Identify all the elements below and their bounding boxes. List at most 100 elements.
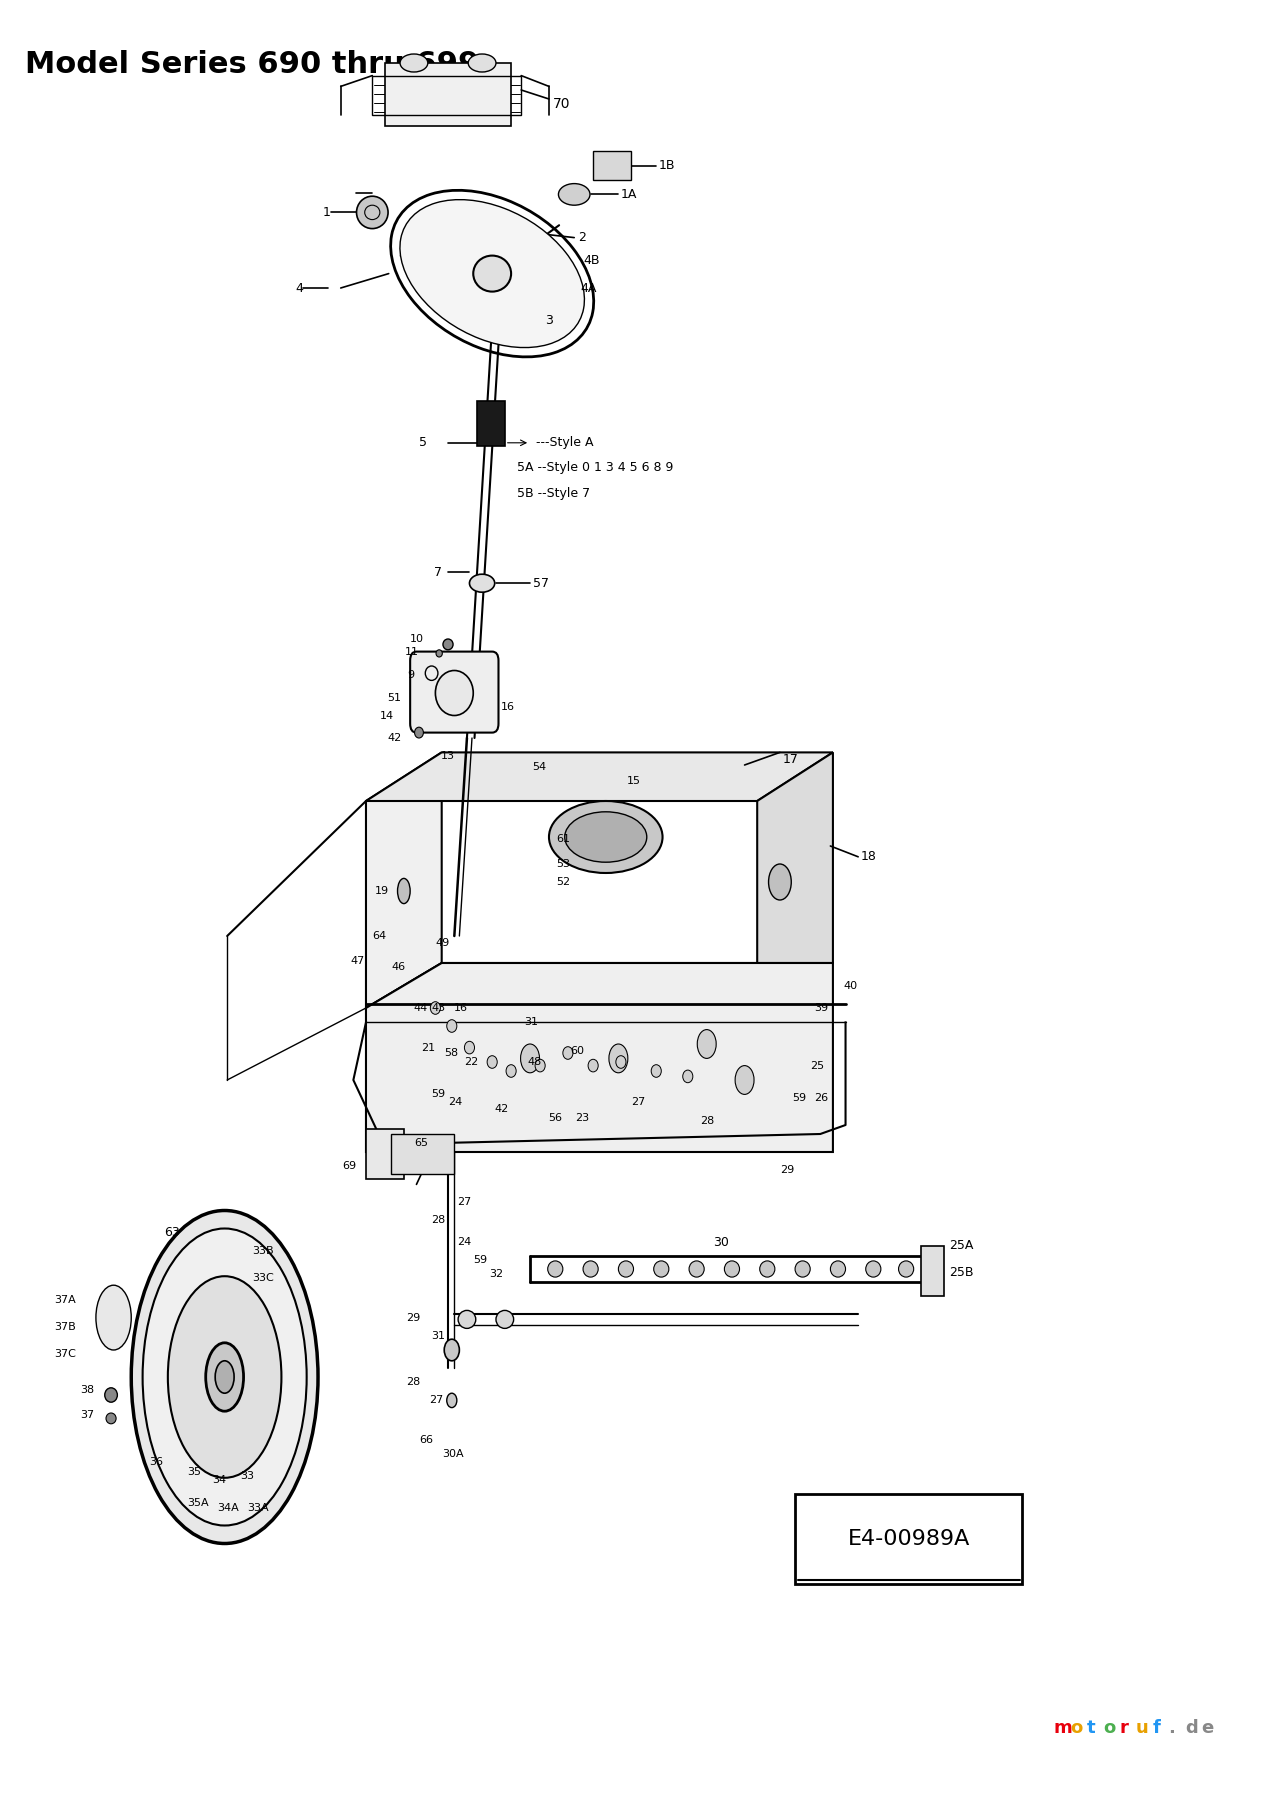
Text: m: m	[1054, 1719, 1073, 1737]
FancyBboxPatch shape	[410, 652, 498, 733]
Ellipse shape	[443, 639, 453, 650]
Text: 22: 22	[464, 1057, 478, 1067]
Text: 17: 17	[782, 752, 799, 767]
Text: 30: 30	[713, 1235, 729, 1249]
Ellipse shape	[651, 1064, 661, 1076]
Ellipse shape	[760, 1260, 775, 1278]
Ellipse shape	[437, 650, 442, 657]
Text: 70: 70	[553, 97, 570, 112]
Ellipse shape	[899, 1260, 914, 1278]
Text: 39: 39	[814, 1003, 828, 1013]
Text: 2: 2	[578, 230, 586, 245]
Ellipse shape	[468, 54, 496, 72]
Text: 9: 9	[406, 670, 414, 680]
Text: 60: 60	[570, 1046, 584, 1057]
Bar	[921, 1246, 944, 1296]
Text: 25A: 25A	[949, 1238, 973, 1253]
Bar	[391, 1134, 454, 1174]
Ellipse shape	[535, 1058, 545, 1071]
Ellipse shape	[565, 812, 647, 862]
Polygon shape	[366, 752, 833, 801]
Ellipse shape	[96, 1285, 131, 1350]
Ellipse shape	[520, 1044, 540, 1073]
Ellipse shape	[105, 1388, 117, 1402]
Text: 33: 33	[240, 1471, 254, 1481]
Text: 44: 44	[414, 1003, 428, 1013]
Text: 25: 25	[810, 1060, 824, 1071]
Ellipse shape	[506, 1064, 516, 1076]
Ellipse shape	[608, 1044, 628, 1073]
Ellipse shape	[588, 1058, 598, 1071]
Text: 54: 54	[533, 761, 546, 772]
Ellipse shape	[583, 1260, 598, 1278]
Ellipse shape	[616, 1055, 626, 1067]
Text: 52: 52	[557, 877, 570, 887]
Ellipse shape	[206, 1343, 244, 1411]
Ellipse shape	[400, 200, 584, 347]
Ellipse shape	[795, 1260, 810, 1278]
Ellipse shape	[654, 1260, 669, 1278]
Text: Model Series 690 thru 699: Model Series 690 thru 699	[25, 50, 480, 79]
Text: f: f	[1152, 1719, 1160, 1737]
Text: u: u	[1136, 1719, 1148, 1737]
Text: 61: 61	[557, 833, 570, 844]
Text: 29: 29	[406, 1312, 420, 1323]
Text: 49: 49	[435, 938, 449, 949]
Ellipse shape	[106, 1413, 116, 1424]
Bar	[366, 1129, 404, 1179]
Polygon shape	[366, 752, 442, 1008]
Text: 32: 32	[490, 1269, 504, 1280]
Text: e: e	[1201, 1719, 1214, 1737]
Text: 15: 15	[627, 776, 641, 787]
Text: 65: 65	[414, 1138, 428, 1148]
Ellipse shape	[496, 1310, 514, 1328]
Ellipse shape	[447, 1019, 457, 1031]
Text: 37C: 37C	[54, 1348, 76, 1359]
Text: r: r	[1119, 1719, 1128, 1737]
Text: ---Style A: ---Style A	[536, 436, 594, 450]
Text: 5: 5	[419, 436, 427, 450]
Text: 42: 42	[495, 1103, 509, 1114]
Text: E4-00989A: E4-00989A	[848, 1528, 969, 1550]
Ellipse shape	[734, 1066, 755, 1094]
Ellipse shape	[398, 878, 410, 904]
Text: 53: 53	[557, 859, 570, 869]
Text: 4B: 4B	[583, 254, 599, 268]
Text: t: t	[1087, 1719, 1095, 1737]
Text: 40: 40	[843, 981, 857, 992]
Text: 28: 28	[432, 1215, 445, 1226]
Text: 5A --Style 0 1 3 4 5 6 8 9: 5A --Style 0 1 3 4 5 6 8 9	[517, 461, 674, 475]
Text: 63: 63	[164, 1226, 179, 1240]
Ellipse shape	[769, 864, 791, 900]
Text: 43: 43	[432, 1003, 445, 1013]
Ellipse shape	[415, 727, 424, 738]
Text: 13: 13	[440, 751, 456, 761]
Ellipse shape	[697, 1030, 717, 1058]
Text: .: .	[1169, 1719, 1175, 1737]
Bar	[477, 401, 505, 446]
Ellipse shape	[487, 1055, 497, 1067]
Ellipse shape	[131, 1210, 318, 1544]
Text: d: d	[1185, 1719, 1198, 1737]
Text: 59: 59	[432, 1089, 445, 1100]
Text: 26: 26	[814, 1093, 828, 1103]
Ellipse shape	[356, 196, 387, 229]
Ellipse shape	[866, 1260, 881, 1278]
Ellipse shape	[143, 1228, 307, 1526]
Text: 31: 31	[432, 1330, 445, 1341]
Text: o: o	[1070, 1719, 1083, 1737]
Text: 56: 56	[548, 1112, 562, 1123]
Ellipse shape	[435, 671, 473, 715]
Polygon shape	[757, 752, 833, 1008]
Text: 28: 28	[406, 1377, 420, 1388]
Text: 1A: 1A	[621, 187, 637, 202]
Text: 14: 14	[380, 711, 394, 722]
Text: 3: 3	[545, 313, 553, 328]
Text: 37A: 37A	[54, 1294, 76, 1305]
Text: 57: 57	[533, 576, 549, 590]
Ellipse shape	[683, 1069, 693, 1082]
Ellipse shape	[464, 1040, 475, 1053]
Text: 23: 23	[575, 1112, 589, 1123]
Ellipse shape	[689, 1260, 704, 1278]
Ellipse shape	[830, 1260, 846, 1278]
